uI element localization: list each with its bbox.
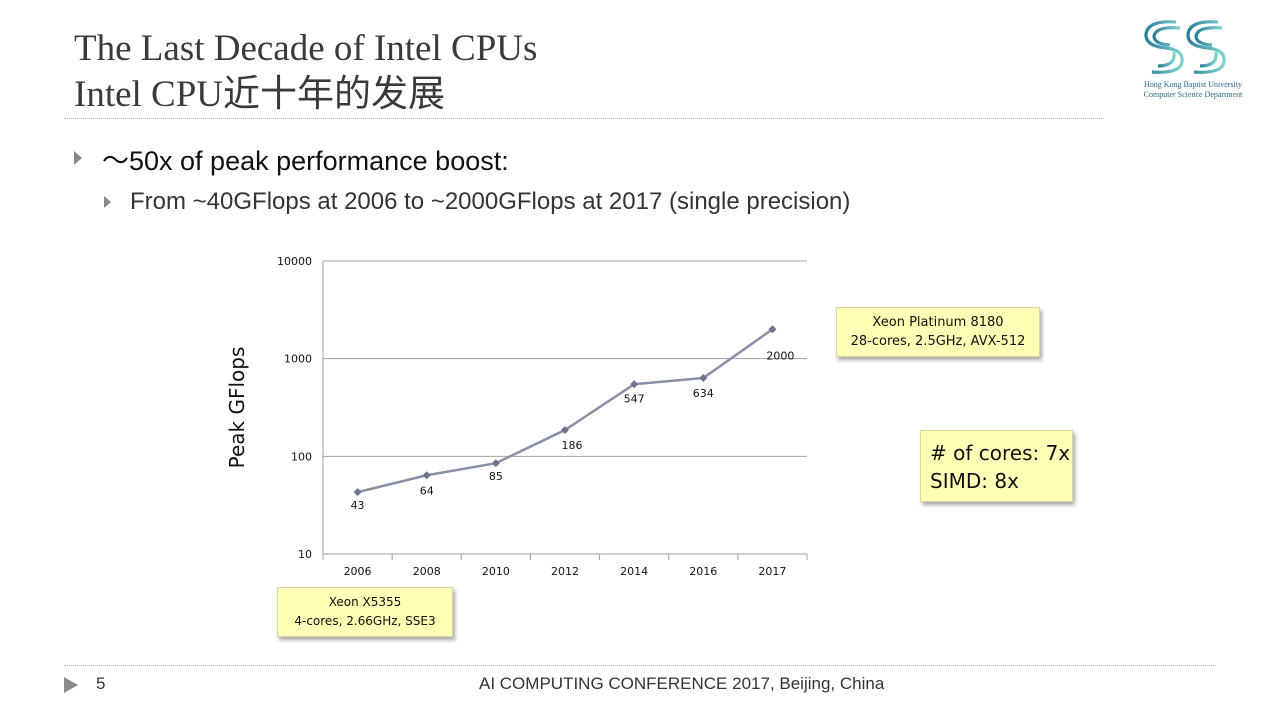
callout-speedup-summary: # of cores: 7x SIMD: 8x <box>920 430 1073 502</box>
callout-top-line2: 28-cores, 2.5GHz, AVX-512 <box>850 334 1026 349</box>
callout-bottom-line1: Xeon X5355 <box>328 595 402 609</box>
callout-xeon-x5355: Xeon X5355 4-cores, 2.66GHz, SSE3 <box>277 587 453 637</box>
data-point <box>353 488 362 497</box>
y-axis-title: Peak GFlops <box>225 347 249 469</box>
slide-title: The Last Decade of Intel CPUs Intel CPU近… <box>74 26 537 118</box>
data-label: 547 <box>624 392 645 405</box>
callout-top-line1: Xeon Platinum 8180 <box>872 315 1004 330</box>
footer-divider <box>64 665 1216 666</box>
x-tick-label: 2010 <box>482 565 510 578</box>
bullet-level1: ～50x of peak performance boost: <box>74 138 509 178</box>
title-divider <box>64 118 1104 119</box>
data-point <box>768 325 777 334</box>
x-tick-label: 2008 <box>413 565 441 578</box>
x-tick-label: 2016 <box>689 565 717 578</box>
data-label: 634 <box>693 387 714 400</box>
bullet-arrow-icon <box>74 151 82 165</box>
page-number: 5 <box>96 674 106 693</box>
footer-text: AI COMPUTING CONFERENCE 2017, Beijing, C… <box>479 674 885 693</box>
title-line-english: The Last Decade of Intel CPUs <box>74 28 538 69</box>
callout-bottom-line2: 4-cores, 2.66GHz, SSE3 <box>294 614 436 628</box>
data-label: 2000 <box>766 349 794 362</box>
y-tick-label: 1000 <box>284 353 312 366</box>
hkbu-logo: Hong Kong Baptist University Computer Sc… <box>1118 12 1268 112</box>
bullet-arrow-icon <box>104 196 111 208</box>
data-label: 85 <box>489 470 503 483</box>
x-tick-label: 2006 <box>344 565 372 578</box>
y-tick-label: 10000 <box>277 255 312 268</box>
footer-arrow-icon <box>64 677 78 693</box>
bullet-level2: From ~40GFlops at 2006 to ~2000GFlops at… <box>104 184 850 220</box>
data-point <box>561 426 569 435</box>
bullet-level1-text: ～50x of peak performance boost: <box>102 145 509 176</box>
logo-text-university: Hong Kong Baptist University <box>1144 80 1242 89</box>
callout-right-line2: SIMD: 8x <box>930 469 1019 493</box>
callout-right-line1: # of cores: 7x <box>930 441 1071 465</box>
data-point <box>699 373 708 382</box>
data-point <box>422 471 431 480</box>
x-tick-label: 2014 <box>620 565 648 578</box>
bullet-level2-text: From ~40GFlops at 2006 to ~2000GFlops at… <box>130 188 851 215</box>
data-label: 64 <box>420 484 434 497</box>
logo-text-department: Computer Science Department <box>1143 90 1243 99</box>
hkbu-logo-mark-icon <box>1144 20 1246 74</box>
x-tick-label: 2012 <box>551 565 579 578</box>
data-label: 43 <box>351 499 365 512</box>
title-line-chinese: Intel CPU近十年的发展 <box>74 74 446 115</box>
data-point <box>630 380 639 389</box>
data-point <box>491 459 500 468</box>
x-tick-label: 2017 <box>758 565 786 578</box>
y-tick-label: 100 <box>291 450 312 463</box>
callout-xeon-platinum: Xeon Platinum 8180 28-cores, 2.5GHz, AVX… <box>836 307 1040 357</box>
data-label: 186 <box>562 439 583 452</box>
y-tick-label: 10 <box>298 548 312 561</box>
series-line <box>357 328 774 494</box>
